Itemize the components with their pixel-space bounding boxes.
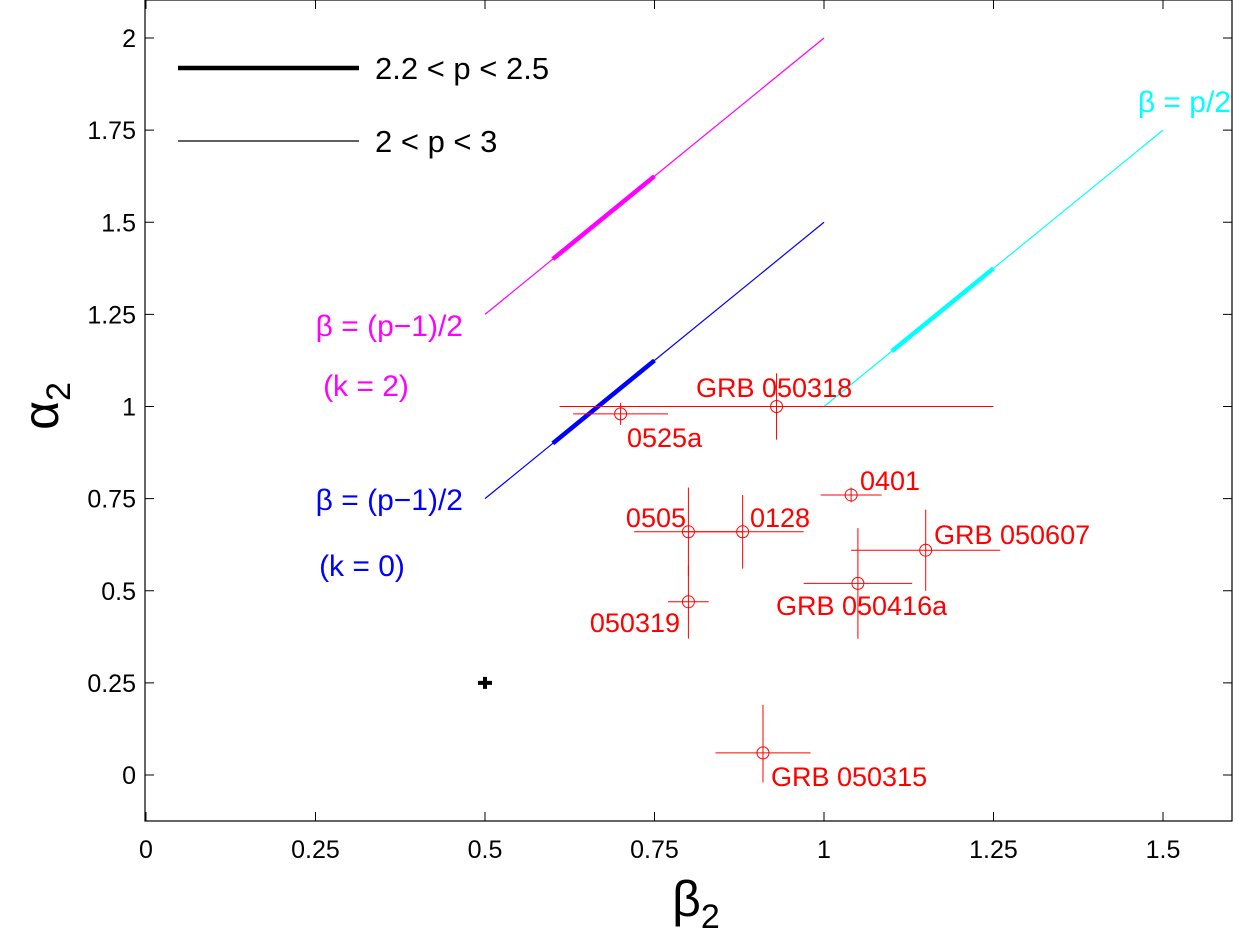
point-label: GRB 050416a	[776, 591, 948, 621]
x-tick-label: 0.25	[291, 836, 340, 864]
x-tick-label: 1	[817, 836, 831, 864]
x-tick-label: 1.25	[969, 836, 1018, 864]
relation-line-thick	[551, 358, 656, 446]
point-label: 0401	[860, 466, 920, 496]
y-tick-label: 1.25	[87, 301, 136, 329]
plot-border	[144, 0, 1233, 822]
data-point	[844, 488, 858, 502]
relation-label: β = (p−1)/2	[316, 484, 463, 517]
point-label: GRB 050607	[934, 520, 1090, 550]
y-tick-label: 0.5	[101, 578, 136, 606]
point-label: GRB 050315	[771, 762, 927, 792]
point-label: 0128	[750, 503, 810, 533]
data-point	[851, 576, 865, 590]
relation-label: β = (p−1)/2	[316, 310, 463, 343]
axis-ticks: 0 0.25 0.5 0.75 1 1.25 1.5 0 0.25 0.5 0.75 1 1.25 1.5…	[87, 0, 1232, 864]
data-point	[770, 400, 784, 413]
relation-line-thick	[551, 174, 656, 261]
x-axis-label: β2	[672, 871, 720, 932]
plot-area	[144, 0, 1233, 822]
relation-sublabel: (k = 2)	[323, 370, 409, 403]
legend-label: 2 < p < 3	[375, 124, 497, 159]
y-tick-label: 1.5	[101, 209, 136, 237]
data-point	[736, 525, 750, 539]
y-tick-label: 2	[122, 25, 136, 53]
data-point	[614, 407, 628, 421]
x-tick-label: 0.5	[468, 836, 503, 864]
data-point	[756, 746, 770, 760]
relation-sublabel: (k = 0)	[319, 550, 405, 583]
data-points: GRB 050318 0525a 0401 0505 0128 GRB 050607 GRB…	[478, 373, 1090, 792]
relation-line-thick	[890, 266, 995, 353]
data-point	[681, 595, 695, 609]
x-tick-label: 1.5	[1146, 836, 1181, 864]
relation-label: β = p/2	[1138, 86, 1231, 119]
legend: 2.2 < p < 2.5 2 < p < 3	[178, 51, 549, 159]
point-label: 050319	[590, 608, 680, 638]
point-label: 0505	[626, 503, 686, 533]
data-point	[919, 543, 933, 557]
legend-label: 2.2 < p < 2.5	[375, 51, 549, 86]
y-axis-label: α2	[13, 382, 78, 430]
relation-lines: β = (p−1)/2 (k = 2) β = (p−1)/2 (k = 0) β = …	[316, 37, 1231, 583]
y-tick-label: 1.75	[87, 117, 136, 145]
x-tick-label: 0.75	[630, 836, 679, 864]
y-tick-label: 1	[122, 394, 136, 422]
point-label: 0525a	[627, 423, 703, 453]
axis-labels: β2 α2	[13, 382, 720, 932]
y-tick-label: 0	[122, 762, 136, 790]
x-tick-label: 0	[139, 836, 153, 864]
y-tick-label: 0.25	[87, 670, 136, 698]
point-label: GRB 050318	[696, 373, 852, 403]
y-tick-label: 0.75	[87, 486, 136, 514]
